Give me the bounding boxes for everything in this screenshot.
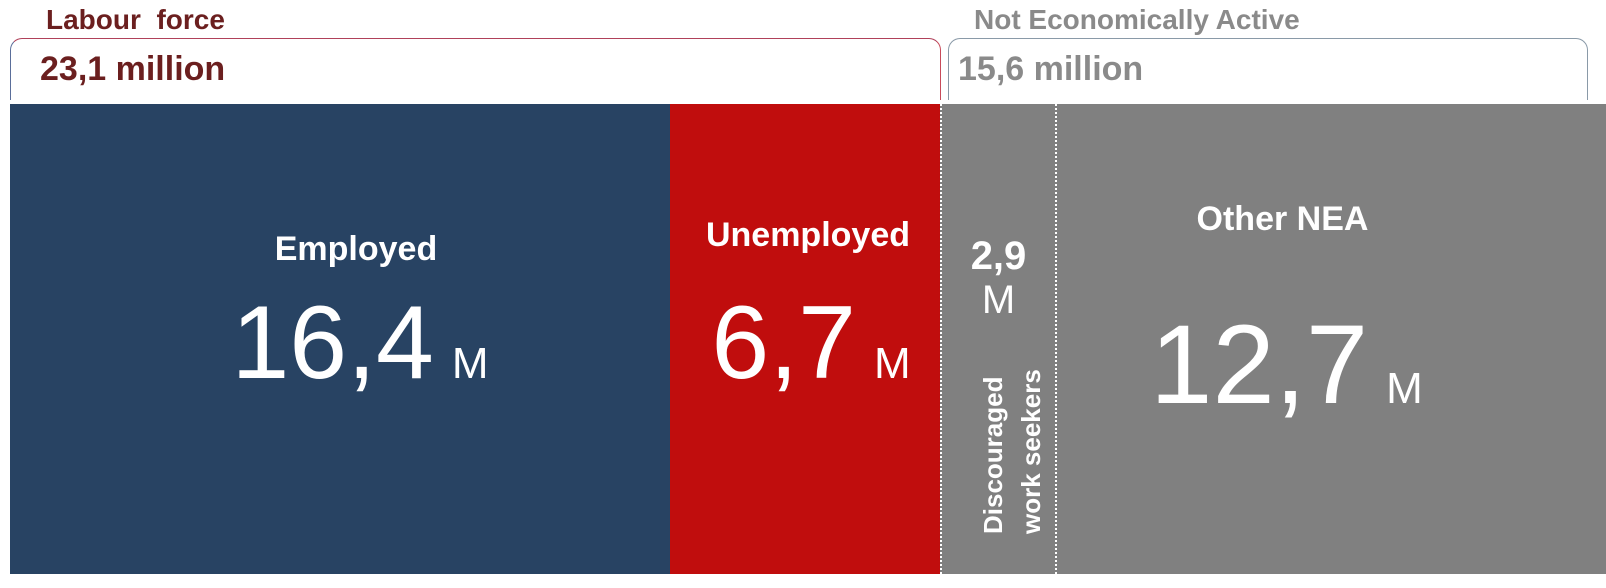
segment: Employed 16,4 M bbox=[10, 104, 670, 574]
unit: M bbox=[981, 278, 1016, 322]
unit: M bbox=[873, 339, 911, 388]
value: 16,4 bbox=[231, 285, 434, 401]
group-title: Not Economically Active bbox=[974, 4, 1300, 35]
segment-label: Other NEA bbox=[1196, 200, 1369, 238]
segment-label: Discouraged work seekers bbox=[978, 369, 1046, 534]
value: 2,9 bbox=[970, 234, 1027, 278]
segment-value: 6,7 M bbox=[682, 284, 940, 403]
segment-value: 16,4 M bbox=[50, 284, 670, 403]
value: 6,7 bbox=[711, 285, 856, 401]
unit: M bbox=[451, 339, 489, 388]
bracket bbox=[10, 38, 941, 100]
group-total: 15,6 million bbox=[958, 50, 1144, 88]
segment: Unemployed 6,7 M bbox=[670, 104, 940, 574]
segment-value: 2,9 M bbox=[942, 234, 1055, 322]
unit: M bbox=[1386, 364, 1423, 413]
bracket bbox=[948, 38, 1588, 100]
segment-value: 12,7 M bbox=[1057, 300, 1516, 429]
value: 12,7 bbox=[1150, 302, 1369, 427]
segment: Other NEA 12,7 M bbox=[1057, 104, 1606, 574]
segment-label: Employed bbox=[274, 230, 438, 268]
group-title: Labour force bbox=[46, 4, 225, 35]
group-total: 23,1 million bbox=[40, 50, 226, 88]
segment: 2,9 M Discouraged work seekers bbox=[940, 104, 1057, 574]
segment-label: Unemployed bbox=[705, 216, 911, 254]
